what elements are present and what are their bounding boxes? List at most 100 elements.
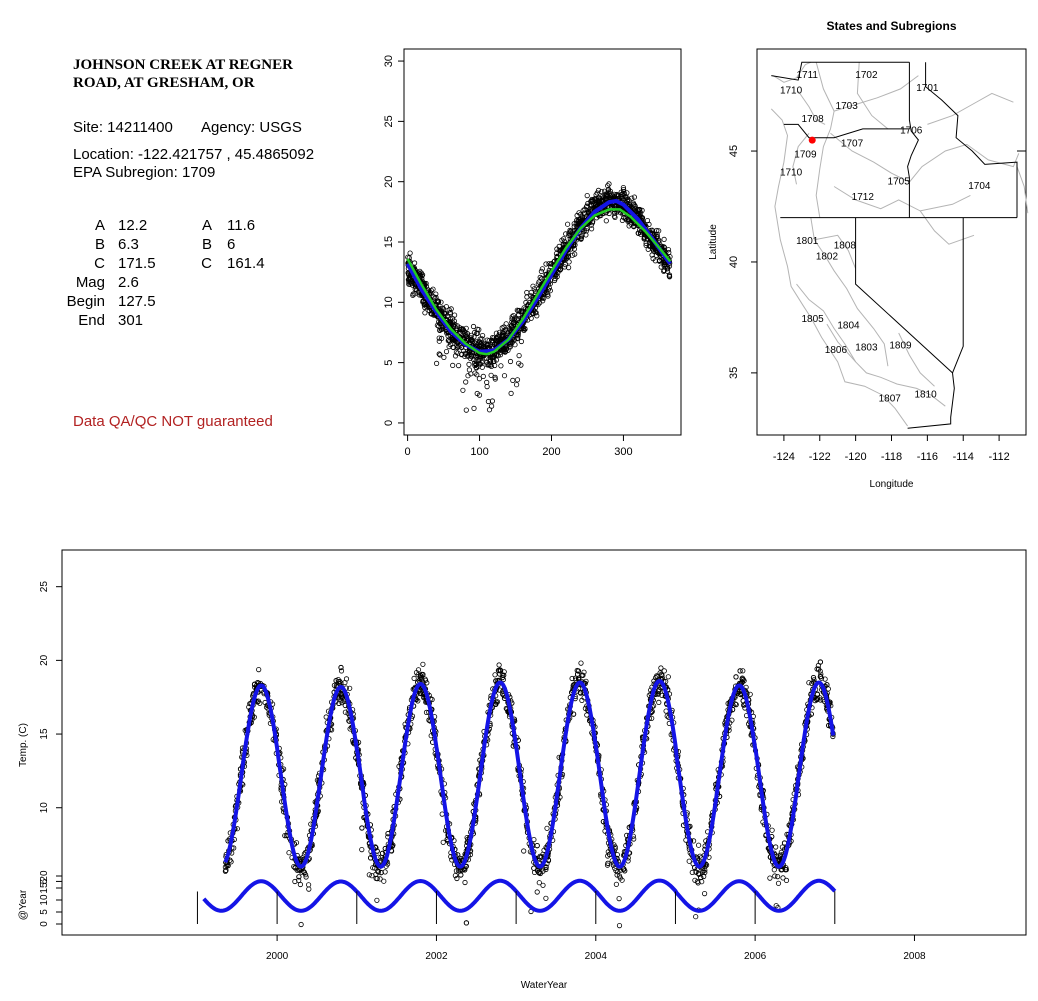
doy-point	[407, 281, 413, 287]
doy-point	[476, 357, 482, 363]
site-id: Site: 14211400	[73, 119, 173, 136]
ts-x-axis-label: WaterYear	[521, 980, 568, 991]
ts-x-tick-label: 2006	[744, 951, 767, 962]
doy-point	[501, 373, 508, 379]
ts-point	[747, 691, 753, 697]
doy-point	[509, 319, 515, 325]
doy-point	[407, 279, 413, 285]
param-left-value: 127.5	[118, 293, 156, 310]
doy-point	[569, 252, 576, 258]
ts-point	[359, 825, 365, 831]
ts-y-tick-label: 15	[39, 728, 50, 740]
qa-note: Data QA/QC NOT guaranteed	[73, 413, 273, 430]
doy-point	[665, 247, 672, 253]
doy-point	[649, 242, 655, 248]
ts-point	[733, 674, 739, 680]
doy-point	[564, 221, 571, 227]
doy-point	[492, 376, 498, 382]
doy-point	[487, 358, 493, 364]
ts-point	[693, 914, 699, 920]
doy-point	[447, 309, 453, 315]
doy-point	[501, 324, 507, 330]
doy-point	[635, 230, 641, 236]
ts-point	[665, 674, 671, 680]
doy-point	[442, 311, 449, 317]
doy-point	[540, 298, 546, 304]
ts-plot-frame	[61, 549, 1027, 936]
param-left-value: 2.6	[118, 274, 139, 291]
doy-point	[606, 210, 612, 217]
doy-y-tick-label: 15	[383, 236, 395, 248]
doy-point	[480, 373, 486, 379]
doy-point	[460, 326, 466, 333]
doy-point	[516, 352, 522, 359]
doy-point	[422, 310, 428, 316]
doy-point	[427, 290, 434, 296]
ts-y-axis-label: Temp. (C)	[18, 723, 29, 767]
ts-point	[496, 662, 502, 668]
doy-point	[560, 236, 567, 242]
doy-point	[476, 376, 482, 382]
doy-point	[454, 342, 460, 348]
doy-point	[508, 390, 514, 396]
doy-point	[474, 326, 480, 332]
ts-point	[536, 880, 542, 886]
doy-point	[476, 392, 483, 398]
doy-point	[652, 258, 659, 264]
doy-point	[561, 238, 567, 244]
ts-point	[773, 844, 779, 850]
doy-point	[499, 332, 505, 338]
ts-point	[420, 661, 426, 667]
param-left-value: 6.3	[118, 236, 139, 253]
doy-point	[643, 240, 649, 246]
doy-point	[455, 362, 462, 369]
doy-y-tick-label: 5	[383, 360, 395, 366]
doy-point	[451, 312, 458, 318]
ts-point	[462, 879, 468, 886]
doy-point	[454, 344, 460, 351]
ts-y2-tick-label: 15	[39, 882, 50, 894]
ts-point	[769, 827, 775, 833]
doy-point	[484, 379, 490, 385]
ts-point	[521, 848, 527, 854]
doy-point	[535, 301, 541, 308]
ts-point	[366, 872, 372, 878]
doy-point	[512, 342, 518, 348]
doy-point	[428, 310, 434, 317]
ts-y-tick-label: 20	[39, 654, 50, 666]
doy-point	[578, 236, 584, 242]
doy-point	[584, 203, 590, 209]
doy-point	[518, 338, 525, 345]
ts-point	[616, 895, 622, 902]
ts-y2-tick-label: 5	[39, 909, 50, 915]
doy-point	[661, 268, 667, 274]
ts-point	[492, 672, 498, 678]
agency: Agency: USGS	[201, 119, 302, 136]
doy-point	[594, 190, 600, 196]
doy-point	[538, 268, 545, 274]
ts-point	[439, 811, 445, 817]
ts-point	[359, 846, 365, 853]
doy-y-tick-label: 20	[383, 176, 395, 188]
ts-y-tick-label: 25	[39, 581, 50, 593]
param-left-label: C	[94, 255, 105, 272]
ts-point	[411, 675, 417, 682]
doy-point	[562, 264, 568, 270]
doy-point	[516, 312, 522, 318]
doy-point	[510, 377, 516, 383]
ts-point	[806, 680, 812, 686]
doy-point	[518, 362, 524, 368]
doy-point	[603, 218, 609, 224]
ts-fit-line	[223, 678, 836, 869]
doy-point	[538, 276, 545, 282]
param-left-value: 301	[118, 312, 144, 329]
location: Location: -122.421757 , 45.4865092	[73, 146, 315, 163]
doy-point	[581, 210, 587, 216]
param-right-label: C	[201, 255, 212, 272]
doy-point	[509, 314, 515, 320]
doy-point	[463, 407, 469, 413]
ts-point	[531, 865, 537, 871]
doy-point	[451, 323, 457, 329]
ts-y2-axis-label: @Year	[18, 889, 29, 920]
